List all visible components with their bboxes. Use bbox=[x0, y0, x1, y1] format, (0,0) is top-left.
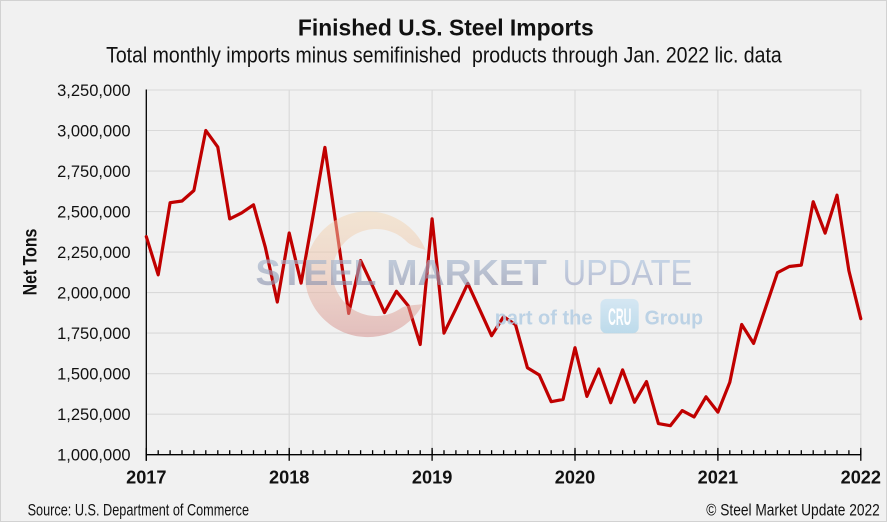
svg-text:3,250,000: 3,250,000 bbox=[57, 81, 131, 100]
svg-text:Finished U.S. Steel Imports: Finished U.S. Steel Imports bbox=[298, 14, 594, 40]
svg-text:Group: Group bbox=[645, 308, 703, 330]
svg-text:2021: 2021 bbox=[698, 468, 738, 488]
svg-text:2018: 2018 bbox=[269, 468, 309, 488]
svg-text:1,250,000: 1,250,000 bbox=[57, 405, 131, 424]
svg-text:Net Tons: Net Tons bbox=[21, 229, 42, 296]
svg-text:CRU: CRU bbox=[608, 304, 631, 331]
svg-text:1,750,000: 1,750,000 bbox=[57, 324, 131, 343]
svg-text:2022: 2022 bbox=[841, 468, 881, 488]
svg-text:© Steel Market Update 2022: © Steel Market Update 2022 bbox=[706, 502, 880, 520]
svg-text:3,000,000: 3,000,000 bbox=[57, 122, 131, 141]
svg-text:2017: 2017 bbox=[126, 468, 166, 488]
svg-text:STEEL MARKET: STEEL MARKET bbox=[256, 252, 547, 293]
svg-text:Source: U.S. Department of Com: Source: U.S. Department of Commerce bbox=[28, 502, 249, 520]
svg-text:2,750,000: 2,750,000 bbox=[57, 162, 131, 181]
svg-text:2,250,000: 2,250,000 bbox=[57, 243, 131, 262]
svg-text:UPDATE: UPDATE bbox=[563, 252, 693, 293]
svg-text:2,500,000: 2,500,000 bbox=[57, 203, 131, 222]
svg-text:part of the: part of the bbox=[495, 308, 593, 330]
svg-text:2020: 2020 bbox=[555, 468, 595, 488]
svg-text:2019: 2019 bbox=[412, 468, 452, 488]
svg-text:1,500,000: 1,500,000 bbox=[57, 365, 131, 384]
svg-text:Total monthly imports minus se: Total monthly imports minus semifinished… bbox=[106, 43, 782, 68]
svg-text:1,000,000: 1,000,000 bbox=[57, 446, 131, 465]
svg-text:2,000,000: 2,000,000 bbox=[57, 284, 131, 303]
